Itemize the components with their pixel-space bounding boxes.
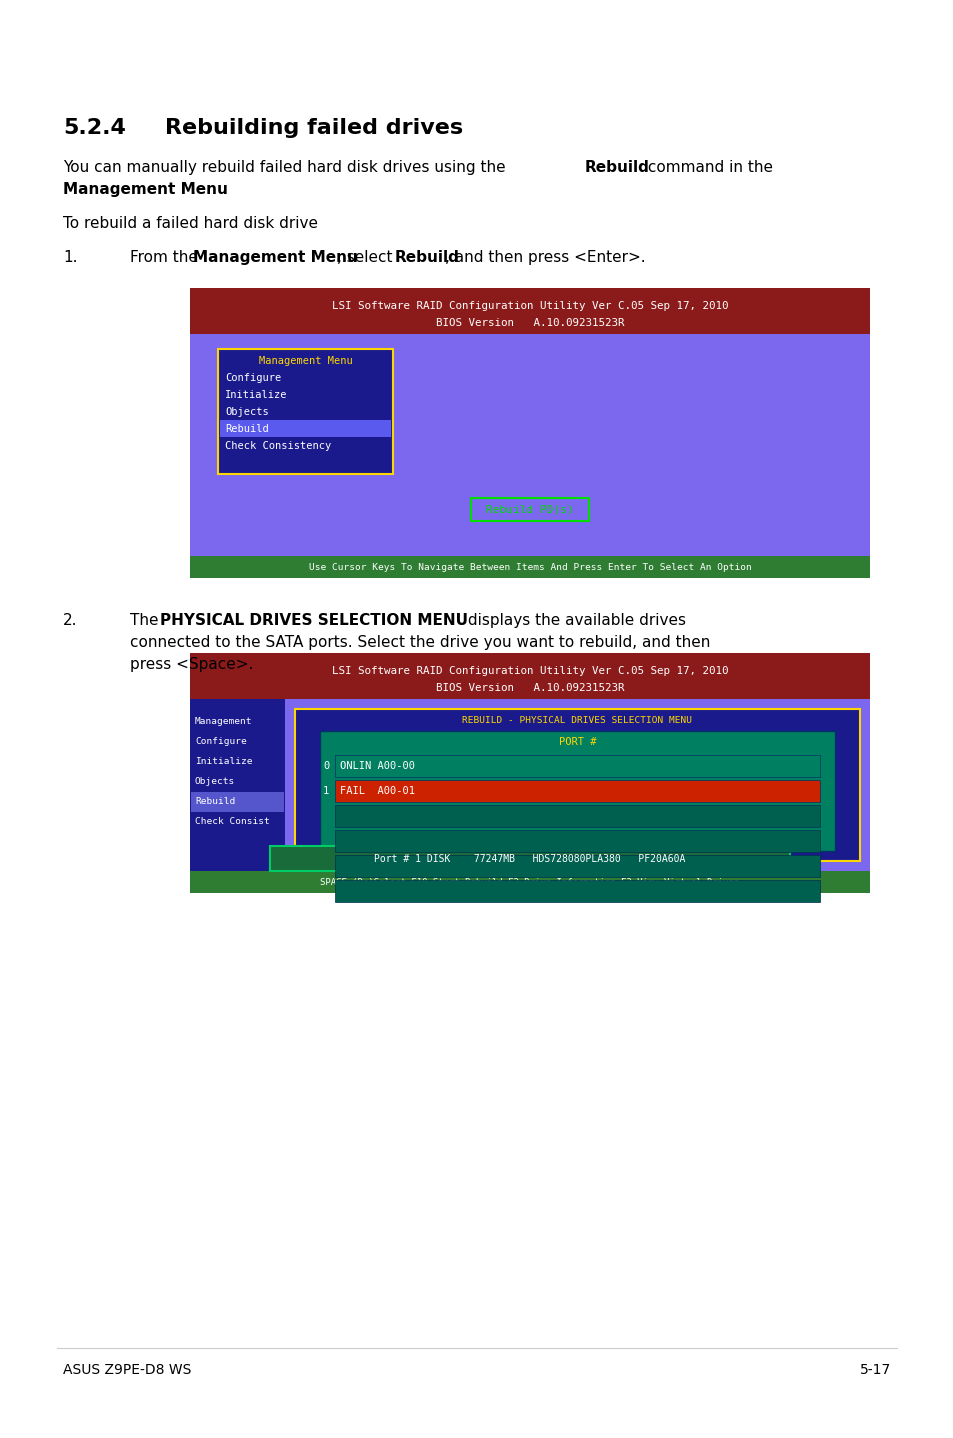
Text: connected to the SATA ports. Select the drive you want to rebuild, and then: connected to the SATA ports. Select the … xyxy=(130,636,710,650)
FancyBboxPatch shape xyxy=(190,288,869,334)
Text: Port # 1 DISK    77247MB   HDS728080PLA380   PF20A60A: Port # 1 DISK 77247MB HDS728080PLA380 PF… xyxy=(374,854,685,863)
FancyBboxPatch shape xyxy=(335,805,820,827)
Text: Configure: Configure xyxy=(225,372,281,383)
Text: To rebuild a failed hard disk drive: To rebuild a failed hard disk drive xyxy=(63,216,317,232)
Text: Management Menu: Management Menu xyxy=(63,183,228,197)
Text: LSI Software RAID Configuration Utility Ver C.05 Sep 17, 2010: LSI Software RAID Configuration Utility … xyxy=(332,666,727,676)
FancyBboxPatch shape xyxy=(335,830,820,851)
Text: REBUILD - PHYSICAL DRIVES SELECTION MENU: REBUILD - PHYSICAL DRIVES SELECTION MENU xyxy=(462,716,692,725)
FancyBboxPatch shape xyxy=(270,846,789,871)
Text: Objects: Objects xyxy=(194,777,235,787)
Text: Initialize: Initialize xyxy=(225,390,287,400)
Text: Rebuild PD(s): Rebuild PD(s) xyxy=(486,505,574,515)
Text: Rebuild: Rebuild xyxy=(225,424,269,434)
FancyBboxPatch shape xyxy=(190,871,869,893)
FancyBboxPatch shape xyxy=(319,731,834,851)
Text: ASUS Z9PE-D8 WS: ASUS Z9PE-D8 WS xyxy=(63,1363,192,1378)
Text: 5.2.4: 5.2.4 xyxy=(63,118,126,138)
FancyBboxPatch shape xyxy=(220,420,391,437)
Text: 0: 0 xyxy=(323,761,329,771)
FancyBboxPatch shape xyxy=(190,699,869,871)
FancyBboxPatch shape xyxy=(218,349,393,475)
Text: BIOS Version   A.10.09231523R: BIOS Version A.10.09231523R xyxy=(436,318,623,328)
Text: Initialize: Initialize xyxy=(194,756,253,766)
Text: SPACE-(De)Select,F10-Start Rebuild,F2-Drive Information,F3-View Virtual Drives: SPACE-(De)Select,F10-Start Rebuild,F2-Dr… xyxy=(320,877,739,886)
Text: , select: , select xyxy=(336,250,397,265)
Text: displays the available drives: displays the available drives xyxy=(462,613,685,628)
Text: 1: 1 xyxy=(323,787,329,797)
Text: press <Space>.: press <Space>. xyxy=(130,657,253,672)
Text: Check Consist: Check Consist xyxy=(194,817,270,825)
FancyBboxPatch shape xyxy=(190,699,285,871)
Text: Objects: Objects xyxy=(225,407,269,417)
Text: Rebuild: Rebuild xyxy=(584,160,649,175)
Text: command in the: command in the xyxy=(642,160,772,175)
Text: Management: Management xyxy=(194,718,253,726)
Text: 1.: 1. xyxy=(63,250,77,265)
Text: The: The xyxy=(130,613,163,628)
FancyBboxPatch shape xyxy=(335,755,820,777)
FancyBboxPatch shape xyxy=(335,779,820,802)
Text: From the: From the xyxy=(130,250,203,265)
Text: Configure: Configure xyxy=(194,738,247,746)
Text: Management Menu: Management Menu xyxy=(258,357,352,367)
Text: Check Consistency: Check Consistency xyxy=(225,441,331,452)
FancyBboxPatch shape xyxy=(190,334,869,557)
Text: ONLIN A00-00: ONLIN A00-00 xyxy=(339,761,415,771)
Text: BIOS Version   A.10.09231523R: BIOS Version A.10.09231523R xyxy=(436,683,623,693)
FancyBboxPatch shape xyxy=(191,792,284,812)
Text: LSI Software RAID Configuration Utility Ver C.05 Sep 17, 2010: LSI Software RAID Configuration Utility … xyxy=(332,301,727,311)
Text: PORT #: PORT # xyxy=(558,738,596,746)
FancyBboxPatch shape xyxy=(294,709,859,861)
Text: .: . xyxy=(190,183,194,197)
Text: PHYSICAL DRIVES SELECTION MENU: PHYSICAL DRIVES SELECTION MENU xyxy=(160,613,468,628)
Text: 5-17: 5-17 xyxy=(859,1363,890,1378)
Text: , and then press <Enter>.: , and then press <Enter>. xyxy=(444,250,645,265)
FancyBboxPatch shape xyxy=(190,653,869,699)
Text: Rebuild: Rebuild xyxy=(395,250,459,265)
FancyBboxPatch shape xyxy=(471,498,588,521)
FancyBboxPatch shape xyxy=(190,557,869,578)
Text: Rebuilding failed drives: Rebuilding failed drives xyxy=(165,118,462,138)
Text: Rebuild: Rebuild xyxy=(194,797,235,807)
Text: 2.: 2. xyxy=(63,613,77,628)
Text: You can manually rebuild failed hard disk drives using the: You can manually rebuild failed hard dis… xyxy=(63,160,510,175)
FancyBboxPatch shape xyxy=(335,880,820,902)
Text: Use Cursor Keys To Navigate Between Items And Press Enter To Select An Option: Use Cursor Keys To Navigate Between Item… xyxy=(309,562,751,571)
FancyBboxPatch shape xyxy=(335,856,820,877)
Text: Management Menu: Management Menu xyxy=(193,250,357,265)
Text: FAIL  A00-01: FAIL A00-01 xyxy=(339,787,415,797)
